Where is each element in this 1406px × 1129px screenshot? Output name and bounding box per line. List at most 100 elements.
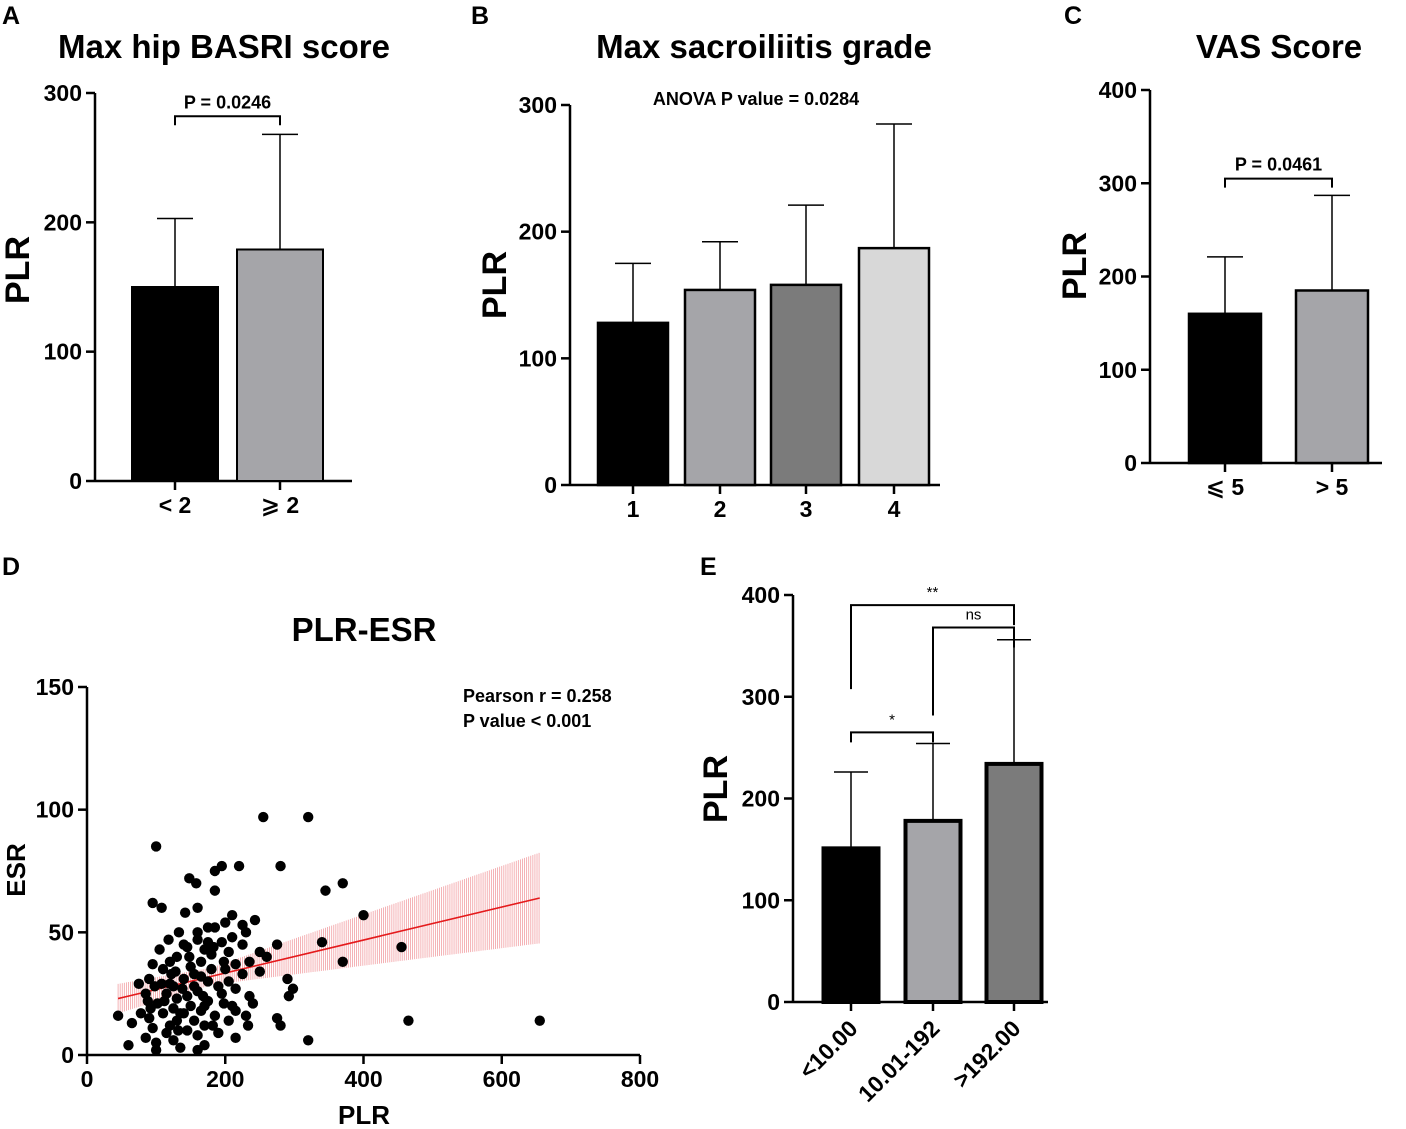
panel-d-data-point xyxy=(177,983,188,994)
panel-b-y-tick-label: 100 xyxy=(519,345,557,371)
panel-d-data-point xyxy=(223,946,234,958)
panel-d-data-point xyxy=(161,1027,172,1039)
panel-b-anova-annotation: ANOVA P value = 0.0284 xyxy=(653,89,859,109)
panel-d-data-point xyxy=(112,1010,124,1021)
panel-d-data-point xyxy=(192,902,203,913)
panel-d-data-point xyxy=(218,956,230,967)
panel-d-y-axis-label: ESR xyxy=(1,843,31,897)
panel-b-y-tick-label: 200 xyxy=(519,219,557,245)
panel-letter-d: D xyxy=(2,553,20,581)
panel-d-y-tick-label: 150 xyxy=(36,674,74,700)
panel-b-x-tick-label: 3 xyxy=(800,496,813,522)
panel-d-data-point xyxy=(320,885,331,896)
panel-d-data-point xyxy=(240,927,252,938)
panel-d-x-tick-label: 200 xyxy=(206,1066,244,1092)
panel-d-data-point xyxy=(230,1032,241,1044)
panel-d-data-point xyxy=(123,1039,134,1051)
panel-e-bracket-label: * xyxy=(889,711,895,728)
panel-a-plot: 0 100 200 300 < 2 ⩾ 2 P = 0.0246 xyxy=(44,80,352,518)
panel-e-x-tick-label: <10.00 xyxy=(794,1015,863,1084)
panel-c-y-axis-label: PLR xyxy=(1056,232,1094,300)
panel-b-bar xyxy=(596,321,670,487)
panel-a-y-axis-label: PLR xyxy=(0,236,37,304)
panel-d-data-point xyxy=(156,902,167,913)
panel-d-data-point xyxy=(254,966,266,977)
panel-b-y-tick-label: 0 xyxy=(544,472,557,498)
panel-b-plot: 0 100 200 300 1 2 3 4 xyxy=(519,92,940,522)
panel-c-title: VAS Score xyxy=(1196,28,1362,65)
panel-a-bar xyxy=(236,248,324,482)
panel-d-data-point xyxy=(179,907,191,918)
panel-b-bar xyxy=(857,246,931,487)
panel-e-y-tick-label: 200 xyxy=(742,786,780,812)
panel-e-significance-bracket xyxy=(850,731,934,743)
panel-e-bar xyxy=(903,818,963,1005)
panel-e-y-tick-label: 400 xyxy=(742,582,780,608)
panel-d-data-point xyxy=(213,1027,224,1039)
panel-d-data-point xyxy=(150,841,162,852)
panel-d-data-point xyxy=(182,941,193,953)
panel-d-y-tick-label: 50 xyxy=(48,919,74,945)
panel-b-y-tick-label: 300 xyxy=(519,92,557,118)
panel-d-data-point xyxy=(209,922,221,933)
panel-d-data-point xyxy=(244,956,255,967)
panel-a-significance-bracket xyxy=(174,115,281,126)
panel-d-data-point xyxy=(303,1035,314,1046)
panel-d-data-point xyxy=(282,973,293,985)
panel-d-data-point xyxy=(142,995,154,1007)
panel-e-y-axis-label: PLR xyxy=(697,755,735,823)
panel-d-data-point xyxy=(216,988,227,999)
panel-d-data-point xyxy=(126,1017,138,1029)
panel-d-data-point xyxy=(147,897,158,909)
panel-b-bar xyxy=(769,283,843,487)
panel-d-data-point xyxy=(144,973,155,985)
panel-letter-b: B xyxy=(471,2,489,30)
panel-d-data-point xyxy=(534,1015,545,1026)
panel-c-bar xyxy=(1187,312,1263,465)
panel-d-data-point xyxy=(149,981,160,992)
panel-c-significance-bracket xyxy=(1224,177,1333,188)
panel-d-data-point xyxy=(237,939,248,950)
panel-d-data-point xyxy=(154,944,165,955)
panel-d-data-point xyxy=(184,951,195,963)
panel-d-data-point xyxy=(195,956,207,967)
panel-d-data-point xyxy=(173,927,185,938)
panel-d-data-point xyxy=(237,968,248,980)
panel-b-title: Max sacroiliitis grade xyxy=(596,28,932,65)
panel-d-data-point xyxy=(218,998,230,1009)
panel-d-data-point xyxy=(240,1010,252,1021)
panel-d-regression-line xyxy=(117,897,540,1000)
panel-e-bar xyxy=(821,846,881,1004)
panel-b-bar xyxy=(683,288,757,487)
panel-d-data-point xyxy=(202,936,214,948)
panel-c-bar xyxy=(1294,289,1370,465)
panel-d-data-point xyxy=(140,1032,151,1044)
panel-d-x-axis-label: PLR xyxy=(338,1100,390,1129)
panel-d-data-point xyxy=(168,1035,179,1046)
panel-b: B Max sacroiliitis grade ANOVA P value =… xyxy=(471,2,940,522)
panel-d-data-point xyxy=(164,956,176,967)
panel-e-significance-bracket xyxy=(932,626,1015,716)
panel-d-data-point xyxy=(133,978,145,990)
panel-d-data-point xyxy=(249,914,261,926)
panel-d-data-point xyxy=(175,1008,186,1019)
panel-a-y-tick-label: 300 xyxy=(44,80,82,106)
panel-d-data-point xyxy=(275,1020,286,1031)
panel-d-data-point xyxy=(195,971,207,982)
panel-d: D PLR-ESR Pearson r = 0.258 P value < 0.… xyxy=(1,553,659,1129)
panel-c-plot: 0 100 200 300 400 ⩽ 5 > 5 P = 0.0461 xyxy=(1099,77,1382,500)
panel-d-data-point xyxy=(188,1015,200,1026)
panel-e-x-tick-label: 10.01-192 xyxy=(853,1015,945,1107)
panel-d-data-point xyxy=(220,917,231,928)
panel-d-data-point xyxy=(197,990,209,1002)
panel-d-data-point xyxy=(226,1000,238,1012)
panel-d-data-point xyxy=(147,959,158,970)
panel-d-data-point xyxy=(258,811,269,823)
panel-a-bar xyxy=(131,286,219,482)
panel-d-data-point xyxy=(206,949,217,960)
panel-d-data-point xyxy=(271,939,283,950)
panel-b-y-axis-label: PLR xyxy=(476,251,514,319)
panel-d-data-point xyxy=(223,1015,234,1026)
